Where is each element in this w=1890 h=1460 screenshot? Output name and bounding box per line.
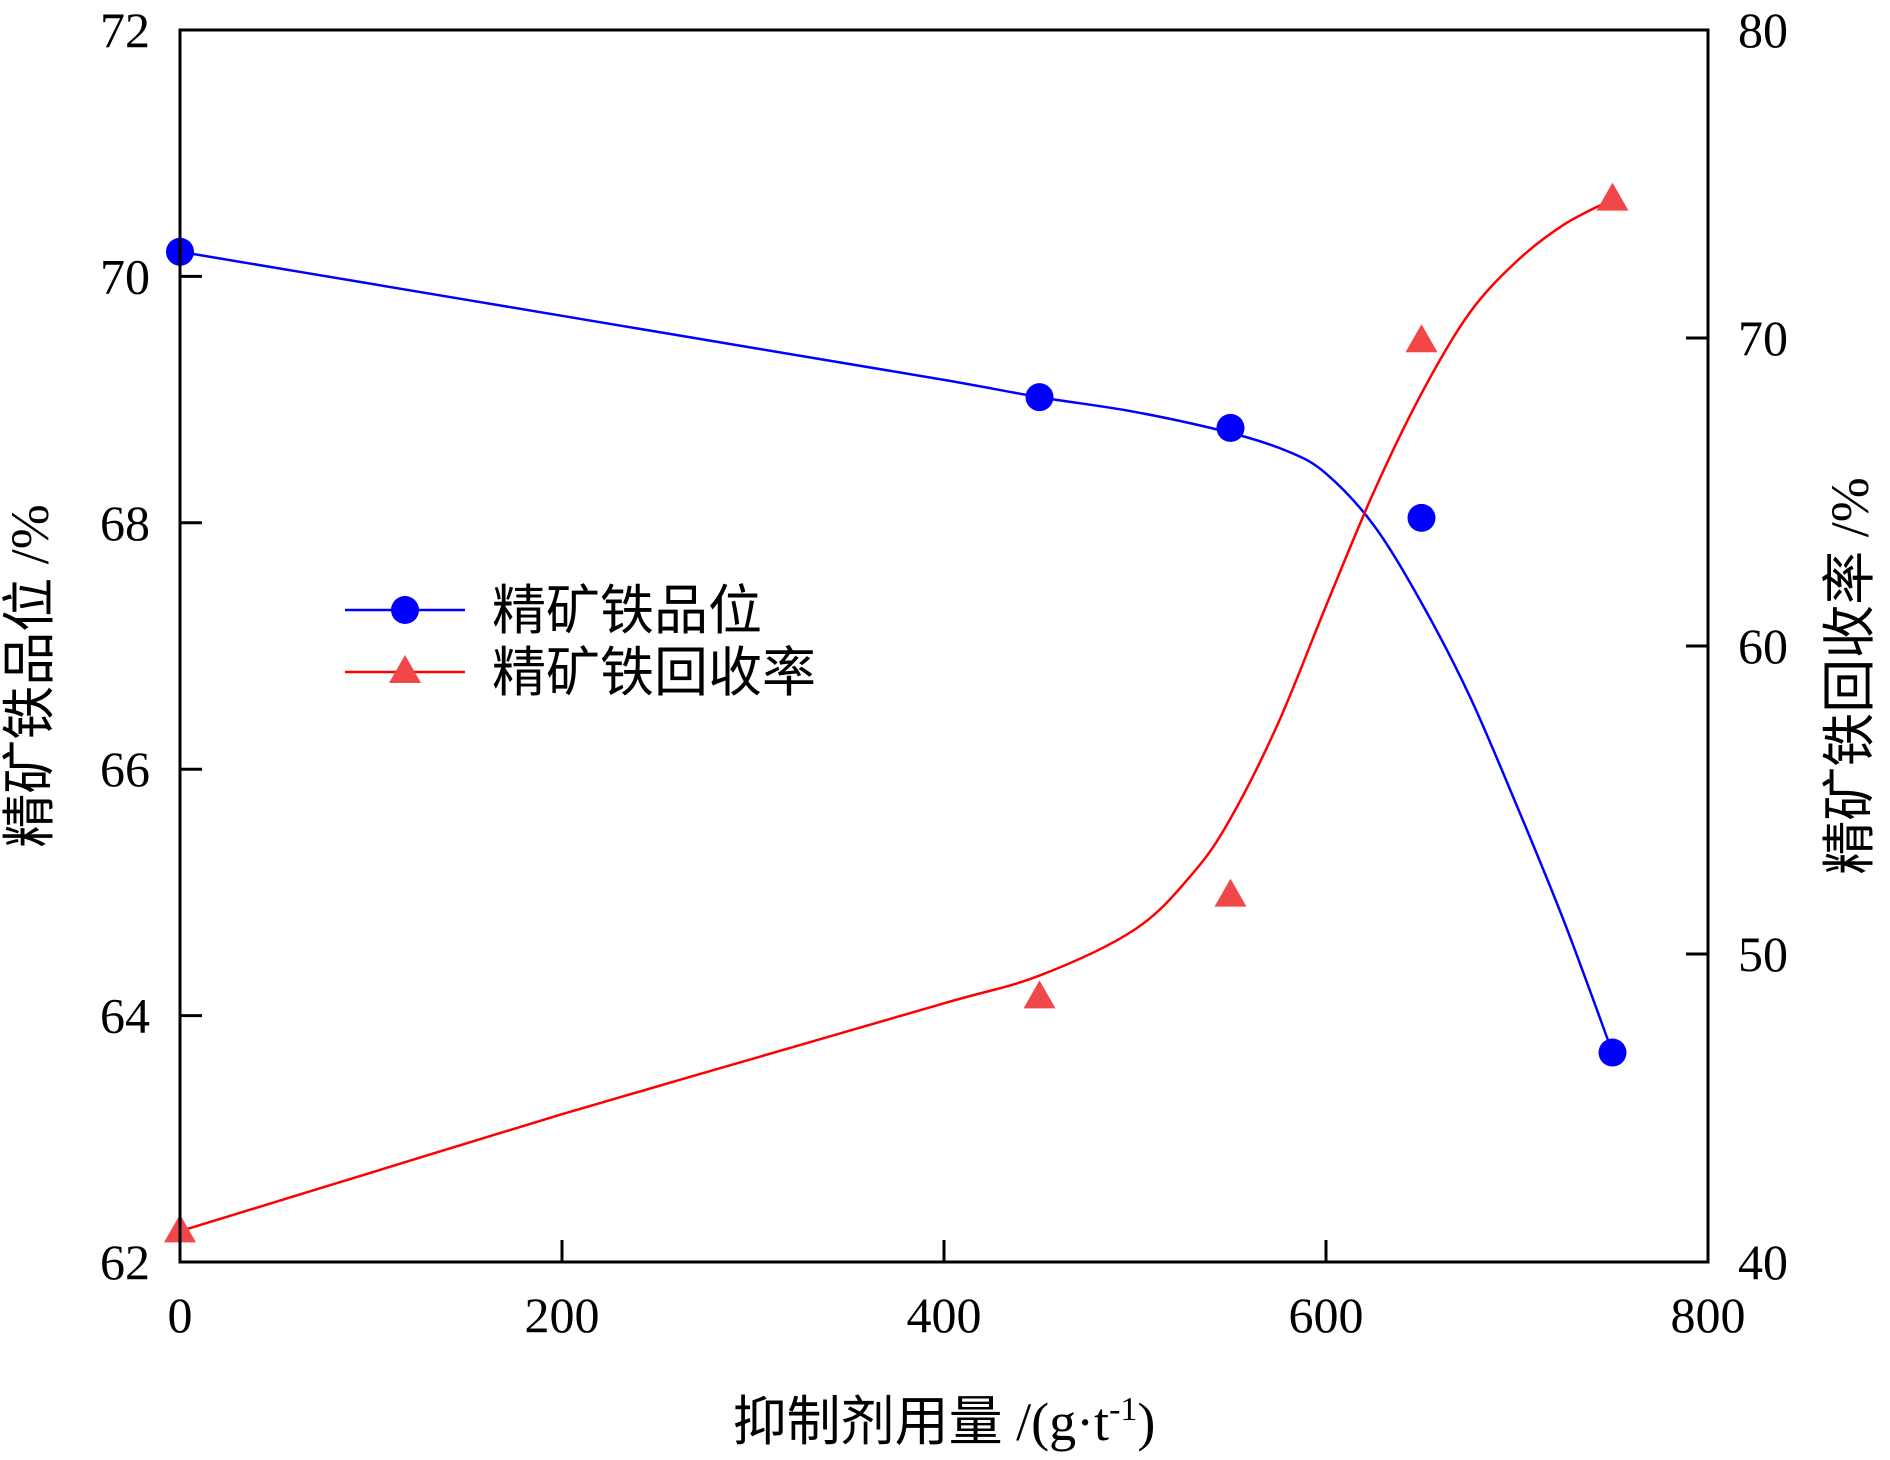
grade-point <box>1216 413 1245 442</box>
y-right-tick-label: 80 <box>1738 2 1788 58</box>
plot-frame <box>178 28 1710 1264</box>
x-axis-title: 抑制剂用量 /(g·t-1) <box>733 1391 1156 1452</box>
legend-marker-grade <box>391 596 419 624</box>
x-tick-label: 200 <box>525 1287 600 1343</box>
recovery-fit-curve <box>179 198 1614 1233</box>
data-markers <box>164 182 1629 1243</box>
y-left-tick-label: 62 <box>100 1234 150 1290</box>
y-left-axis-title: 精矿铁品位 /% <box>0 504 60 848</box>
recovery-point <box>1596 182 1629 211</box>
recovery-point <box>1405 324 1438 353</box>
legend-marker-recovery <box>389 655 421 683</box>
y-left-tick-label: 66 <box>100 741 150 797</box>
legend-item-grade: 精矿铁品位 <box>345 581 762 641</box>
y-left-tick-label: 72 <box>100 2 150 58</box>
grade-point <box>1598 1038 1627 1067</box>
y-left-tick-label: 64 <box>100 988 150 1044</box>
legend-label-recovery: 精矿铁回收率 <box>492 643 816 703</box>
y-left-axis-ticks: 62 64 66 68 70 72 <box>100 2 202 1290</box>
y-right-tick-label: 70 <box>1738 310 1788 366</box>
fit-curves <box>179 198 1614 1233</box>
y-left-tick-label: 70 <box>100 248 150 304</box>
x-axis-ticks: 0 200 400 600 800 <box>168 1240 1746 1343</box>
grade-point <box>1025 383 1054 412</box>
x-tick-label: 800 <box>1671 1287 1746 1343</box>
grade-fit-curve <box>179 250 1614 1053</box>
y-left-tick-label: 68 <box>100 495 150 551</box>
x-tick-label: 0 <box>168 1287 193 1343</box>
legend-label-grade: 精矿铁品位 <box>492 581 762 641</box>
y-right-axis-title: 精矿铁回收率 /% <box>1820 477 1880 875</box>
legend-item-recovery: 精矿铁回收率 <box>345 643 816 703</box>
recovery-point <box>1023 980 1056 1009</box>
x-tick-label: 400 <box>907 1287 982 1343</box>
x-axis-title-end: ) <box>1137 1392 1155 1452</box>
grade-point <box>1407 503 1436 532</box>
legend: 精矿铁品位 精矿铁回收率 <box>345 581 816 703</box>
x-axis-title-main: 抑制剂用量 /(g·t <box>733 1392 1109 1452</box>
y-right-tick-label: 40 <box>1738 1234 1788 1290</box>
y-right-tick-label: 60 <box>1738 618 1788 674</box>
y-right-tick-label: 50 <box>1738 926 1788 982</box>
recovery-point <box>1214 878 1247 907</box>
x-axis-title-superscript: -1 <box>1109 1391 1137 1428</box>
y-right-axis-ticks: 40 50 60 70 80 <box>1686 2 1788 1290</box>
x-tick-label: 600 <box>1289 1287 1364 1343</box>
